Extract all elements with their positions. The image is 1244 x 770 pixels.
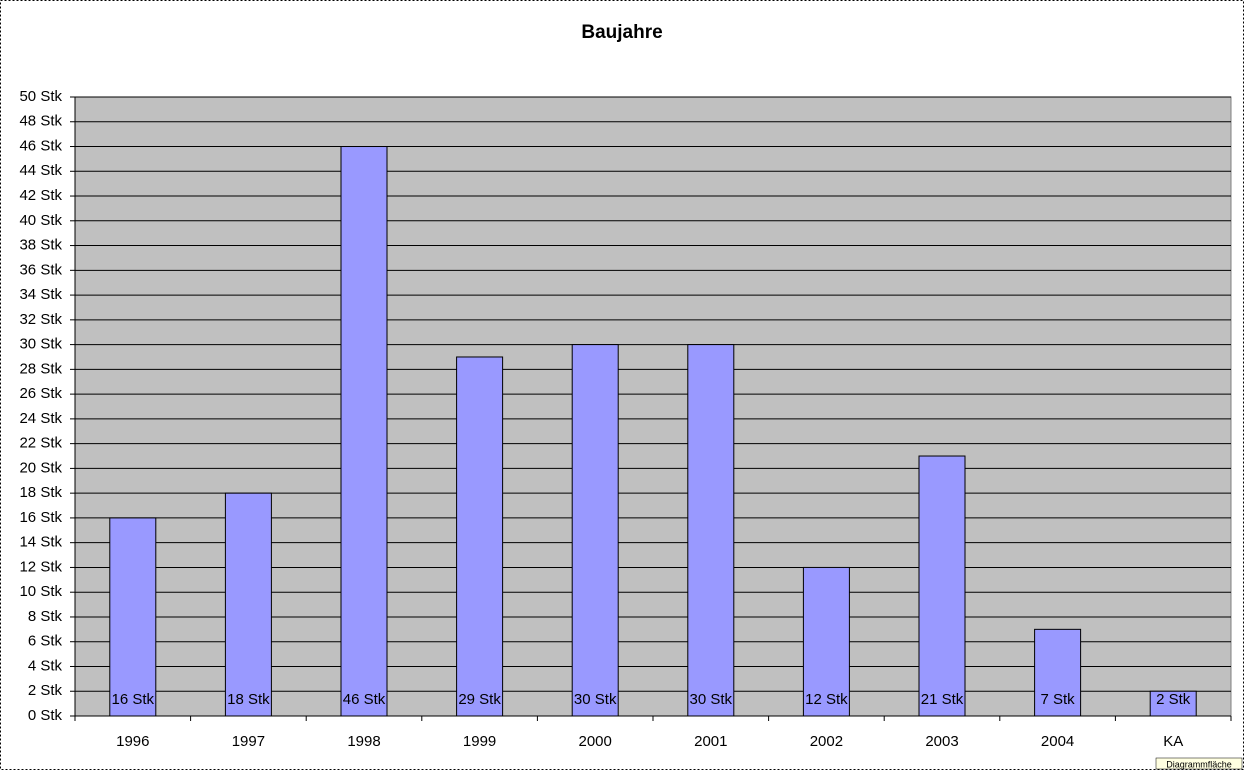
value-label: 46 Stk bbox=[343, 691, 386, 708]
x-tick-label: 1998 bbox=[347, 733, 380, 750]
bar bbox=[109, 517, 157, 717]
y-tick-label: 0 Stk bbox=[28, 707, 63, 724]
y-tick-label: 18 Stk bbox=[19, 484, 62, 501]
y-tick-label: 36 Stk bbox=[19, 261, 62, 278]
x-tick-label: 2001 bbox=[694, 733, 727, 750]
bar bbox=[687, 344, 735, 717]
value-label: 29 Stk bbox=[458, 691, 501, 708]
y-tick-label: 48 Stk bbox=[19, 113, 62, 130]
bar bbox=[1034, 628, 1082, 717]
y-tick-label: 2 Stk bbox=[28, 682, 63, 699]
y-tick-label: 44 Stk bbox=[19, 162, 62, 179]
y-tick-label: 4 Stk bbox=[28, 657, 63, 674]
y-tick-label: 42 Stk bbox=[19, 187, 62, 204]
y-tick-label: 10 Stk bbox=[19, 583, 62, 600]
y-tick-label: 34 Stk bbox=[19, 286, 62, 303]
y-tick-label: 30 Stk bbox=[19, 336, 62, 353]
value-label: 30 Stk bbox=[690, 691, 733, 708]
x-tick-label: KA bbox=[1163, 733, 1183, 750]
value-label: 21 Stk bbox=[921, 691, 964, 708]
value-label: 12 Stk bbox=[805, 691, 848, 708]
y-tick-label: 46 Stk bbox=[19, 137, 62, 154]
y-tick-label: 8 Stk bbox=[28, 608, 63, 625]
value-label: 2 Stk bbox=[1156, 691, 1191, 708]
y-tick-label: 38 Stk bbox=[19, 237, 62, 254]
y-tick-label: 20 Stk bbox=[19, 459, 62, 476]
x-tick-label: 1996 bbox=[116, 733, 149, 750]
bar bbox=[224, 492, 272, 717]
bar bbox=[802, 566, 850, 717]
value-label: 16 Stk bbox=[112, 691, 155, 708]
tooltip-box bbox=[1155, 757, 1243, 770]
y-tick-label: 16 Stk bbox=[19, 509, 62, 526]
y-tick-label: 50 Stk bbox=[19, 88, 62, 105]
value-label: 30 Stk bbox=[574, 691, 617, 708]
y-tick-label: 6 Stk bbox=[28, 633, 63, 650]
chart-title: Baujahre bbox=[581, 22, 662, 43]
y-tick-label: 32 Stk bbox=[19, 311, 62, 328]
x-tick-label: 2002 bbox=[810, 733, 843, 750]
value-label: 18 Stk bbox=[227, 691, 270, 708]
x-tick-label: 2004 bbox=[1041, 733, 1074, 750]
y-tick-label: 28 Stk bbox=[19, 360, 62, 377]
value-label: 7 Stk bbox=[1041, 691, 1076, 708]
tooltip: Diagrammfläche bbox=[1166, 759, 1232, 769]
bar bbox=[571, 344, 619, 717]
bar bbox=[456, 356, 504, 717]
y-tick-label: 12 Stk bbox=[19, 558, 62, 575]
y-tick-label: 24 Stk bbox=[19, 410, 62, 427]
y-tick-label: 26 Stk bbox=[19, 385, 62, 402]
x-tick-label: 1997 bbox=[232, 733, 265, 750]
bar bbox=[1149, 690, 1197, 717]
y-tick-label: 22 Stk bbox=[19, 435, 62, 452]
y-tick-label: 14 Stk bbox=[19, 534, 62, 551]
bar bbox=[340, 146, 388, 717]
bar bbox=[918, 455, 966, 717]
x-tick-label: 2000 bbox=[579, 733, 612, 750]
y-tick-label: 40 Stk bbox=[19, 212, 62, 229]
x-tick-label: 2003 bbox=[925, 733, 958, 750]
x-tick-label: 1999 bbox=[463, 733, 496, 750]
